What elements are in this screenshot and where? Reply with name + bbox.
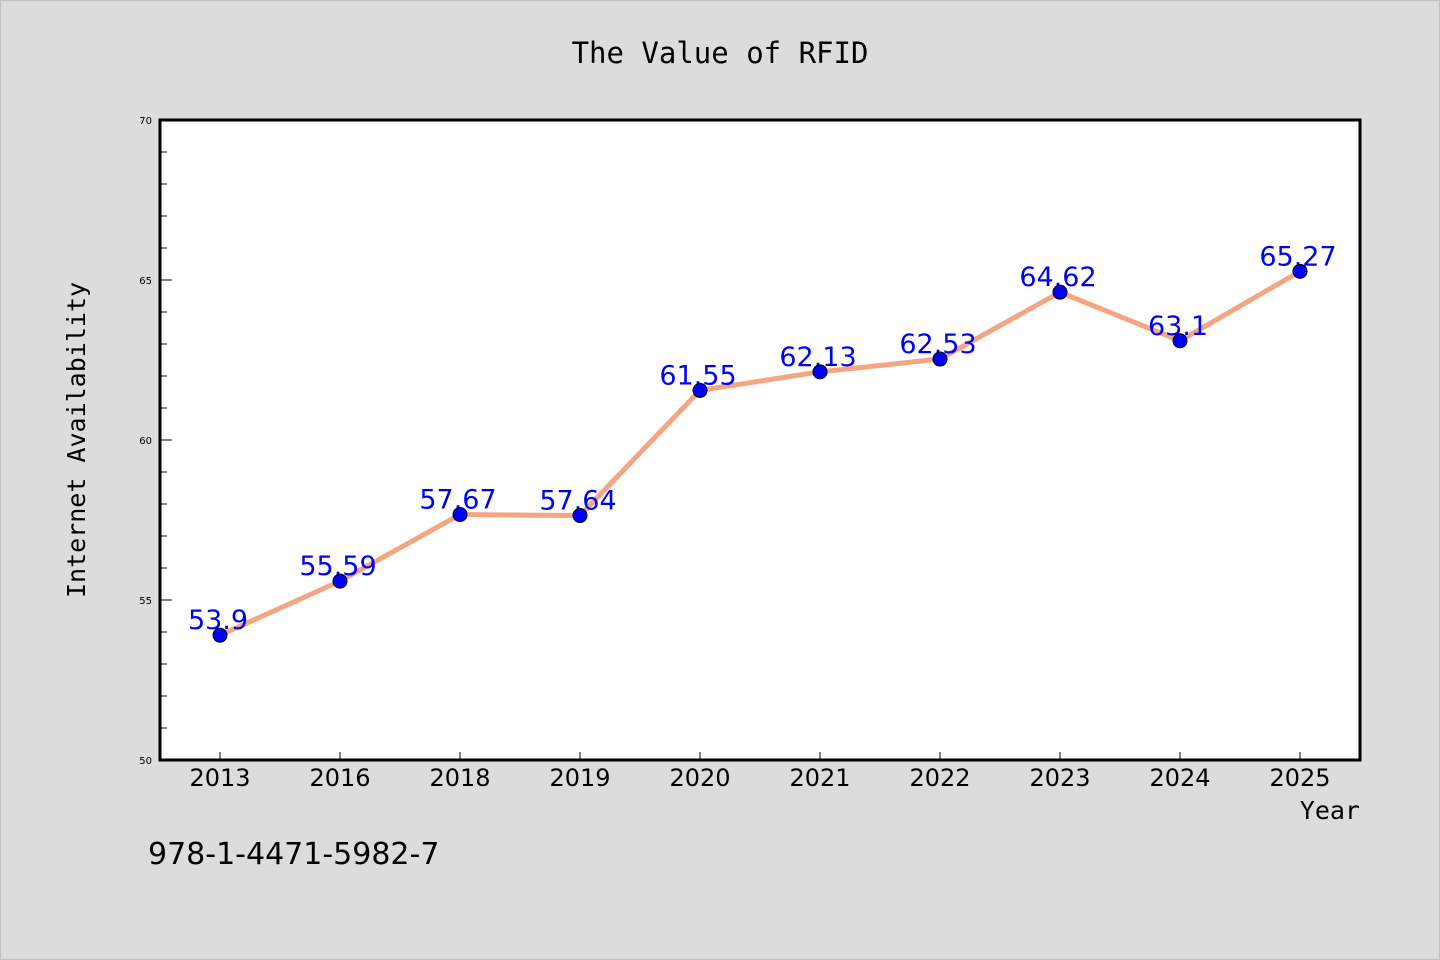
data-marker (1052, 284, 1068, 300)
x-tick-label: 2025 (1269, 764, 1330, 792)
line-segment (697, 369, 823, 393)
line-segment (937, 289, 1063, 362)
line-segment (337, 512, 463, 584)
x-tick-label: 2016 (309, 764, 370, 792)
x-tick-label: 2024 (1149, 764, 1210, 792)
data-marker (332, 573, 348, 589)
data-marker (1292, 263, 1308, 279)
y-tick-label: 50 (139, 756, 152, 767)
x-tick-labels: 2013 2016 2018 2019 2020 2021 2022 2023 2024 2025 (189, 764, 1330, 792)
line-segment (577, 387, 703, 519)
x-axis-label: Year (1300, 796, 1360, 825)
data-marker (932, 351, 948, 367)
data-marker (212, 627, 228, 643)
plot-area (160, 120, 1360, 760)
series-lines (217, 268, 1303, 638)
line-segment (817, 356, 943, 375)
line-segment (217, 578, 343, 638)
line-segment (457, 512, 583, 519)
line-segment (1177, 268, 1303, 344)
plot-frame (158, 118, 1362, 762)
data-marker (692, 382, 708, 398)
y-axis-label: Internet Availability (62, 282, 91, 598)
data-marker (572, 508, 588, 524)
y-tick-label: 70 (139, 116, 152, 127)
data-marker (812, 364, 828, 380)
line-segment (1057, 289, 1183, 344)
y-tick-label: 55 (139, 596, 152, 607)
y-tick-label: 65 (139, 276, 152, 287)
x-tick-label: 2022 (909, 764, 970, 792)
isbn-footer: 978-1-4471-5982-7 (148, 837, 439, 872)
data-marker (1172, 333, 1188, 349)
y-tick-labels: 50 55 60 65 70 (139, 116, 152, 767)
data-markers (212, 263, 1308, 643)
x-tick-label: 2013 (189, 764, 250, 792)
x-tick-label: 2021 (789, 764, 850, 792)
x-tick-label: 2019 (549, 764, 610, 792)
x-tick-label: 2023 (1029, 764, 1090, 792)
x-tick-label: 2018 (429, 764, 490, 792)
y-tick-label: 60 (139, 436, 152, 447)
chart-title: The Value of RFID (572, 36, 869, 70)
x-tick-label: 2020 (669, 764, 730, 792)
data-marker (452, 507, 468, 523)
